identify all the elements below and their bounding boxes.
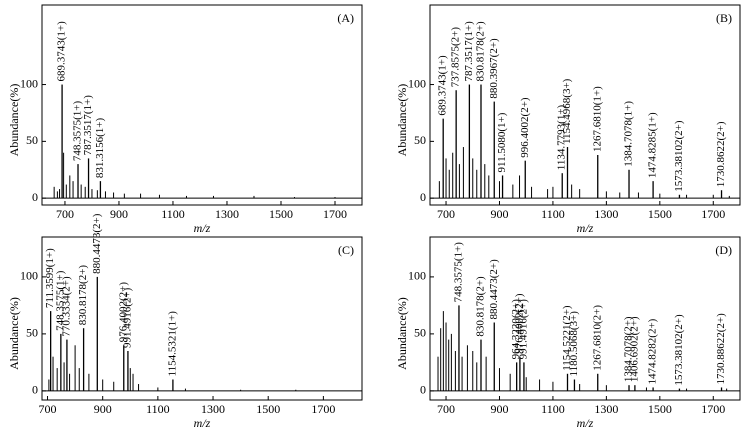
peak-label: 830.8178(2+)	[475, 21, 487, 82]
peak-label: 770.3334(2+)	[60, 276, 72, 337]
y-axis-label: Abundance(%)	[395, 297, 409, 370]
peak-label: 1730.88622(2+)	[715, 313, 727, 385]
peak-label: 1180.5068(3+)	[568, 311, 580, 377]
y-tick-label: 50	[26, 326, 38, 340]
panel-label: (D)	[715, 243, 732, 257]
peak-label: 1730.8622(2+)	[715, 121, 727, 187]
peak-label: 689.3743(1+)	[437, 55, 449, 116]
panel-label: (B)	[716, 11, 732, 25]
y-tick-label: 50	[26, 133, 38, 147]
y-tick-label: 100	[408, 269, 426, 283]
plot-frame	[41, 4, 363, 206]
peak-label: 1267.6810(1+)	[591, 86, 603, 152]
x-tick-label: 1500	[648, 402, 672, 416]
x-tick-label: 1700	[311, 402, 335, 416]
x-tick-label: 1300	[215, 207, 239, 221]
x-tick-label: 900	[490, 402, 508, 416]
x-tick-label: 1500	[269, 207, 293, 221]
y-tick-label: 50	[414, 133, 426, 147]
x-axis-label: m/z	[194, 416, 211, 430]
peak-label: 1406.6902(2+)	[628, 316, 640, 382]
peak-label: 1384.7078(2+)	[623, 316, 635, 382]
peak-label: 1154.5321(1+)	[166, 311, 178, 377]
peak-label: 1573.38102(2+)	[673, 120, 685, 192]
y-tick-label: 0	[32, 383, 38, 397]
peak-label: 689.3743(1+)	[56, 21, 68, 82]
peak-label: 976.4002(2+)	[117, 282, 129, 343]
panel-label: (C)	[338, 243, 354, 257]
x-tick-label: 1100	[541, 402, 565, 416]
peak-label: 880.4473(2+)	[488, 259, 500, 320]
x-axis-label: m/z	[577, 416, 594, 430]
x-axis-label: m/z	[577, 221, 594, 235]
x-tick-label: 900	[110, 207, 128, 221]
peak-label: 911.5080(1+)	[496, 112, 508, 172]
peak-label: 991.4916(2+)	[517, 299, 529, 360]
y-axis-label: Abundance(%)	[7, 84, 21, 157]
plot-frame	[429, 236, 741, 401]
y-tick-label: 100	[20, 76, 38, 90]
peak-label: 1154.4968(3+)	[561, 78, 573, 144]
x-tick-label: 1100	[541, 207, 565, 221]
peak-label: 831.3156(1+)	[94, 118, 106, 179]
y-tick-label: 100	[408, 76, 426, 90]
y-axis-label: Abundance(%)	[395, 84, 409, 157]
x-tick-label: 700	[56, 207, 74, 221]
peak-label: 1474.8282(2+)	[647, 318, 659, 384]
peak-label: 880.4473(2+)	[91, 213, 103, 274]
peak-label: 964.3220(2+)	[510, 299, 522, 360]
peak-label: 787.3517(1+)	[82, 95, 94, 156]
peak-label: 1573.38102(2+)	[673, 314, 685, 386]
x-tick-label: 1300	[201, 402, 225, 416]
peak-label: 830.8178(2+)	[475, 276, 487, 337]
peak-label: 711.3599(1+)	[44, 248, 56, 308]
x-tick-label: 900	[490, 207, 508, 221]
x-tick-label: 700	[437, 207, 455, 221]
x-tick-label: 1300	[594, 207, 618, 221]
x-tick-label: 1500	[648, 207, 672, 221]
x-tick-label: 700	[39, 402, 57, 416]
x-tick-label: 1700	[323, 207, 347, 221]
peak-label: 1154.5221(2+)	[561, 305, 573, 371]
x-tick-label: 700	[437, 402, 455, 416]
peak-label: 1384.7078(1+)	[623, 101, 635, 167]
y-tick-label: 50	[414, 326, 426, 340]
peak-label: 991.4916(2+)	[121, 287, 133, 348]
x-tick-label: 1100	[161, 207, 185, 221]
peak-label: 737.8575(2+)	[450, 27, 462, 88]
peak-label: 787.3517(1+)	[463, 21, 475, 82]
y-tick-label: 0	[420, 190, 426, 204]
plot-frame	[429, 4, 741, 206]
y-tick-label: 100	[20, 269, 38, 283]
peak-label: 830.8178(2+)	[77, 265, 89, 326]
x-tick-label: 1500	[256, 402, 280, 416]
panel-label: (A)	[337, 11, 354, 25]
peak-label: 880.3967(2+)	[488, 38, 500, 99]
x-axis-label: m/z	[194, 221, 211, 235]
peak-label: 1267.6810(2+)	[591, 305, 603, 371]
y-tick-label: 0	[32, 190, 38, 204]
peak-label: 748.3575(1+)	[452, 242, 464, 303]
peak-label: 996.4002(2+)	[519, 97, 531, 158]
x-tick-label: 1700	[701, 402, 725, 416]
peak-label: 976.4002(2+)	[513, 293, 525, 354]
peak-label: 748.3575(1+)	[72, 100, 84, 161]
peak-label: 1474.8285(1+)	[647, 112, 659, 178]
y-axis-label: Abundance(%)	[7, 297, 21, 370]
peak-label: 748.3575(1+)	[54, 270, 66, 331]
peak-label: 1134.7793(1+)	[556, 104, 568, 170]
x-tick-label: 900	[94, 402, 112, 416]
y-tick-label: 0	[420, 383, 426, 397]
x-tick-label: 1300	[594, 402, 618, 416]
x-tick-label: 1100	[146, 402, 170, 416]
plot-frame	[41, 236, 363, 401]
x-tick-label: 1700	[701, 207, 725, 221]
